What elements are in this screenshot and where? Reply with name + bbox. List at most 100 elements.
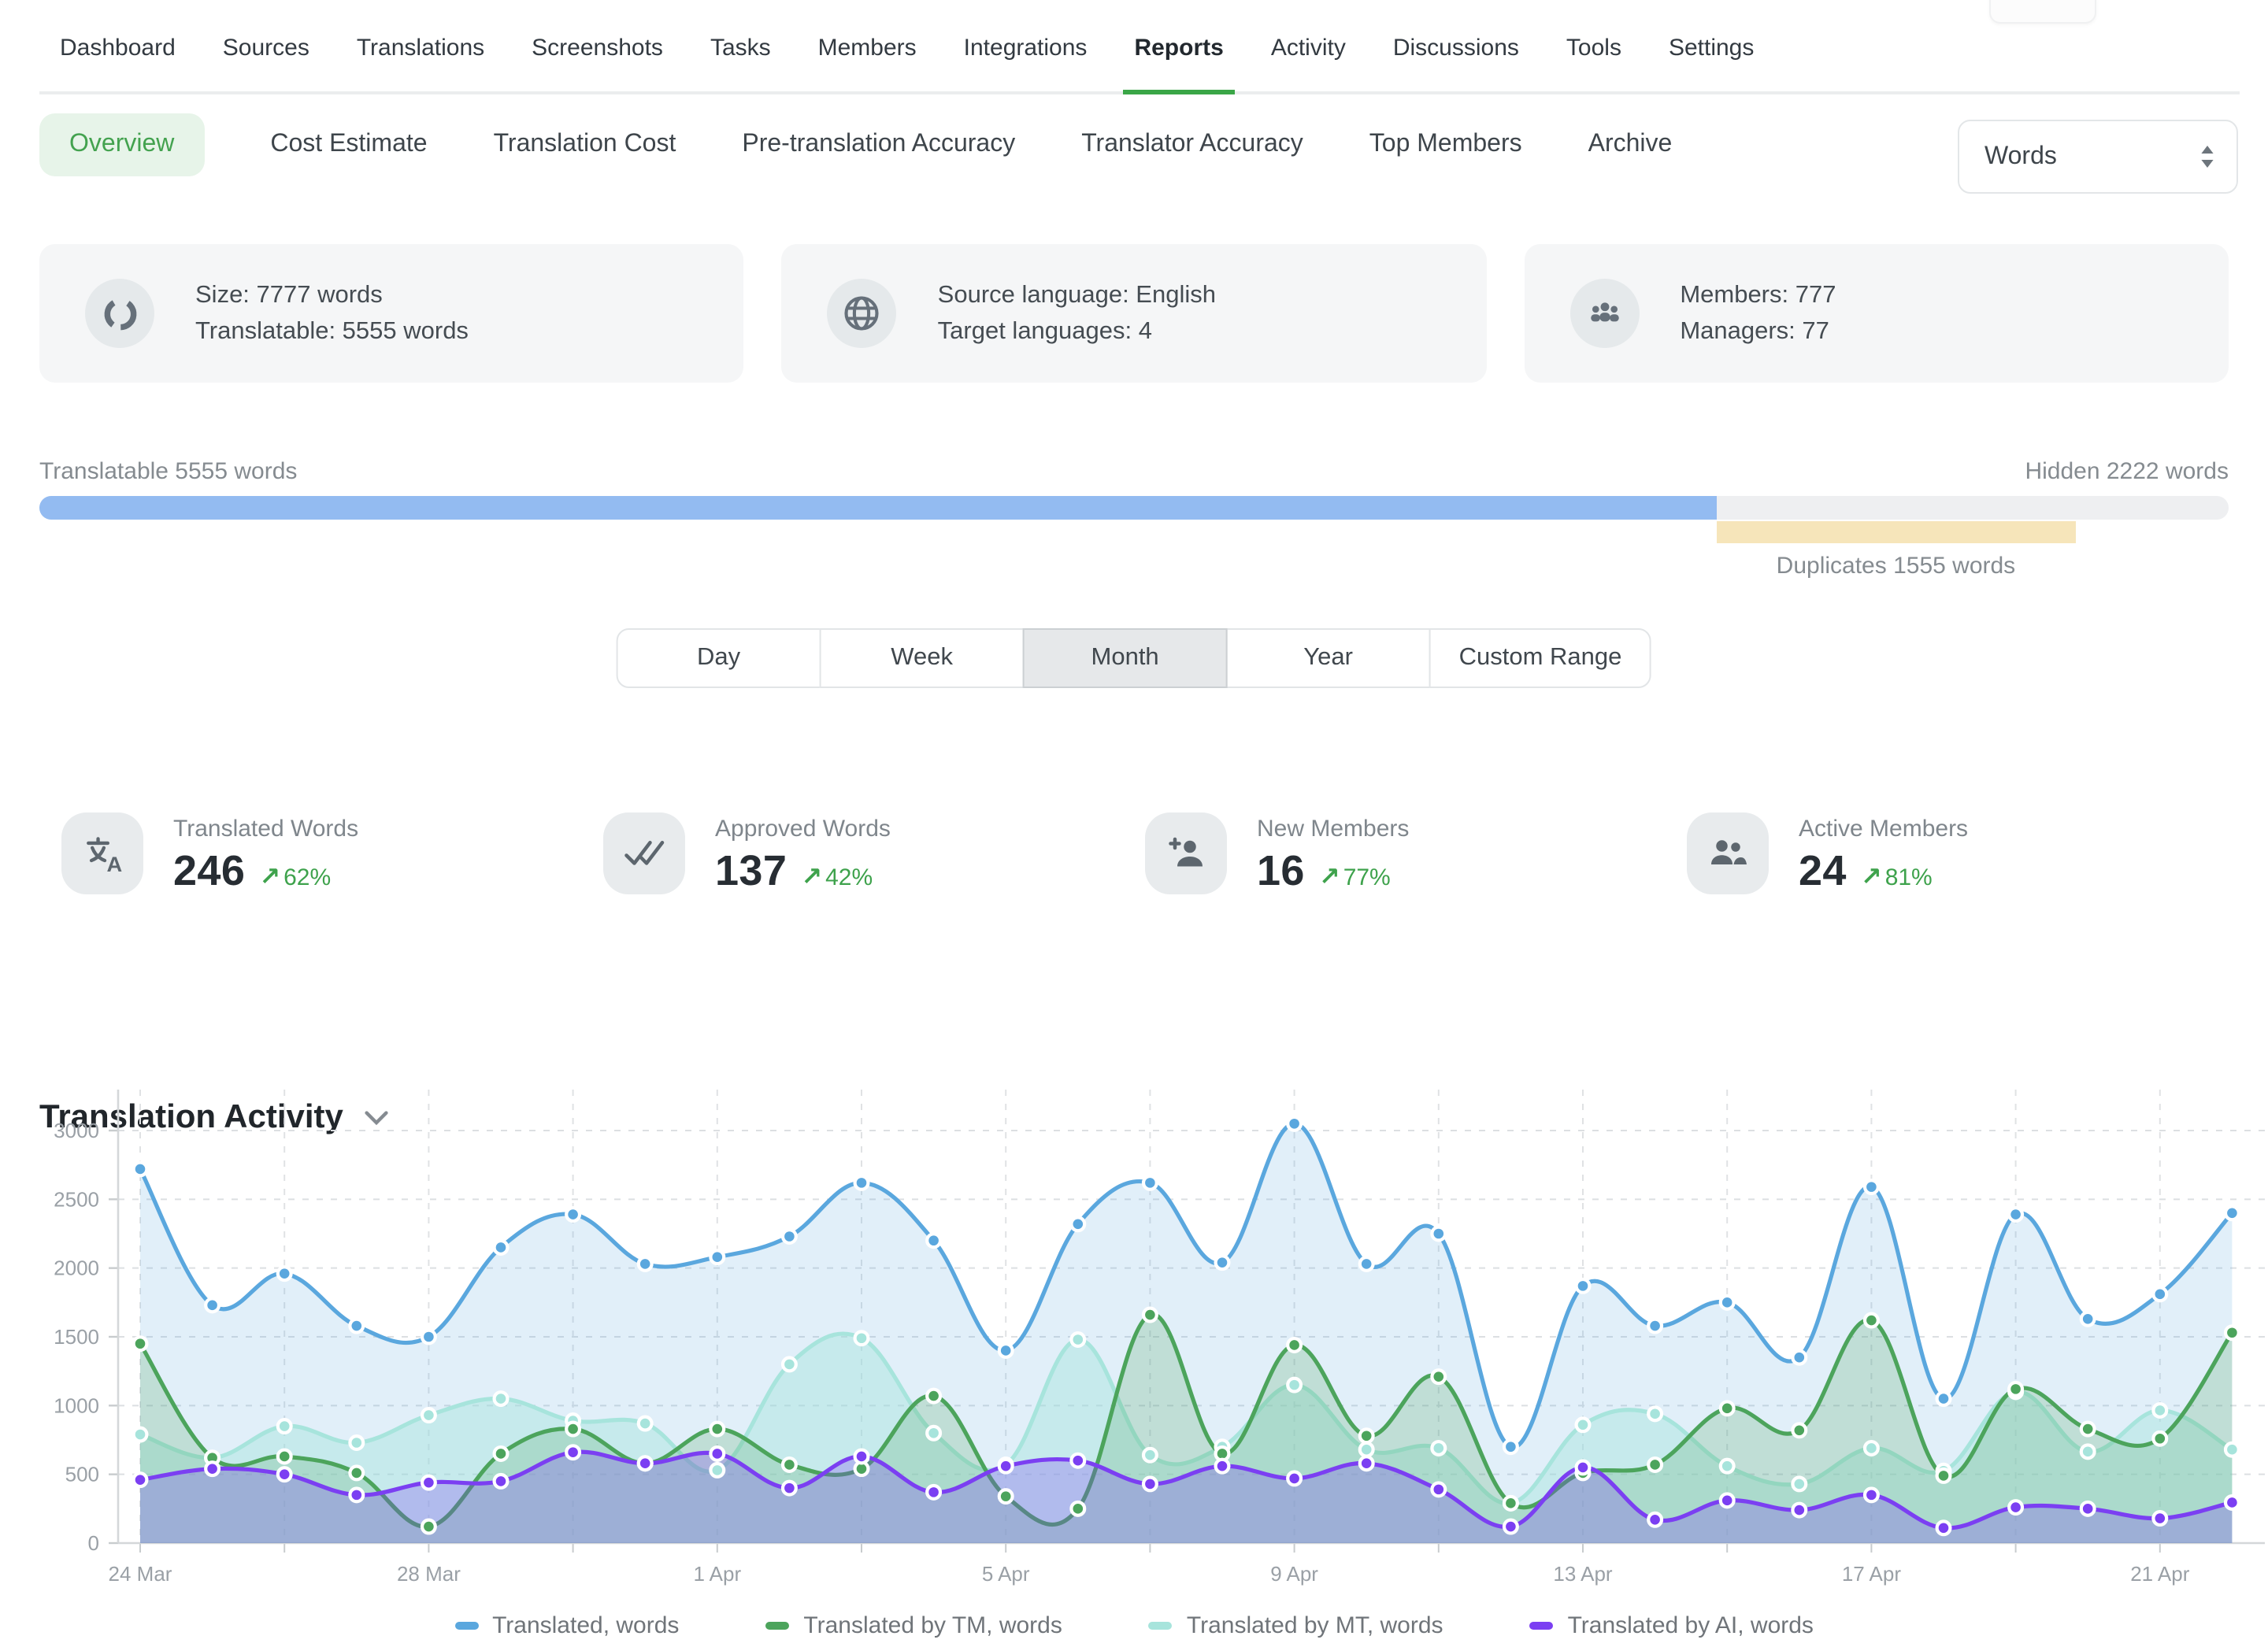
card-size: Size: 7777 words Translatable: 5555 word…: [39, 244, 744, 383]
double-check-icon: [603, 812, 685, 894]
range-day-button[interactable]: Day: [617, 628, 821, 688]
donut-chart-icon: [85, 279, 154, 348]
select-arrows-icon: [2199, 145, 2216, 168]
legend-item-ai[interactable]: Translated by AI, words: [1530, 1612, 1814, 1639]
duplicates-bar: [1716, 521, 2075, 543]
metric-new-members: New Members 16 ↗77%: [1145, 812, 1687, 896]
translate-icon: A: [61, 812, 143, 894]
globe-icon: [828, 279, 897, 348]
svg-text:5 Apr: 5 Apr: [982, 1562, 1030, 1586]
range-month-button[interactable]: Month: [1023, 628, 1228, 688]
nav-item-sources[interactable]: Sources: [221, 0, 311, 94]
tab-translation-cost[interactable]: Translation Cost: [494, 131, 676, 159]
nav-item-members[interactable]: Members: [817, 0, 918, 94]
main-nav: Dashboard Sources Translations Screensho…: [58, 0, 1755, 94]
unit-select[interactable]: Words: [1958, 120, 2238, 194]
svg-text:21 Apr: 21 Apr: [2130, 1562, 2190, 1586]
metric-translated-words: A Translated Words 246 ↗62%: [61, 812, 603, 896]
metric-label: Approved Words: [715, 816, 891, 842]
tab-top-members[interactable]: Top Members: [1369, 131, 1522, 159]
metric-value: 137: [715, 847, 787, 896]
people-icon: [1687, 812, 1769, 894]
trend-up-icon: ↗: [1319, 861, 1340, 891]
translation-activity-chart: 0 500 1000 1500 2000 2500 3000 24 Mar 28 Mar 1 Ap…: [0, 1080, 2268, 1647]
metric-delta: ↗77%: [1319, 861, 1391, 891]
svg-text:1 Apr: 1 Apr: [693, 1562, 741, 1586]
metric-delta: ↗62%: [259, 861, 331, 891]
card-members-line1: Members: 777: [1680, 276, 1836, 313]
nav-item-translations[interactable]: Translations: [355, 0, 486, 94]
members-group-icon: [1569, 279, 1639, 348]
nav-item-reports[interactable]: Reports: [1132, 0, 1225, 94]
reports-overview-page: Dashboard Sources Translations Screensho…: [0, 0, 2268, 1647]
translatable-progress-fill: [39, 496, 1716, 520]
legend-marker: [1530, 1623, 1554, 1630]
svg-text:500: 500: [65, 1463, 99, 1486]
card-languages: Source language: English Target language…: [782, 244, 1487, 383]
duplicates-label: Duplicates 1555 words: [1777, 553, 2016, 579]
tab-pre-translation-accuracy[interactable]: Pre-translation Accuracy: [742, 131, 1015, 159]
metric-label: Translated Words: [173, 816, 358, 842]
nav-item-dashboard[interactable]: Dashboard: [58, 0, 177, 94]
tab-translator-accuracy[interactable]: Translator Accuracy: [1081, 131, 1303, 159]
chart-legend: Translated, words Translated by TM, word…: [0, 1612, 2268, 1639]
card-members-line2: Managers: 77: [1680, 313, 1836, 350]
legend-item-tm[interactable]: Translated by TM, words: [765, 1612, 1062, 1639]
metric-delta: ↗81%: [1861, 861, 1933, 891]
nav-item-integrations[interactable]: Integrations: [962, 0, 1089, 94]
legend-marker: [765, 1623, 789, 1630]
trend-up-icon: ↗: [259, 861, 280, 891]
card-languages-line2: Target languages: 4: [938, 313, 1216, 350]
svg-text:24 Mar: 24 Mar: [109, 1562, 172, 1586]
nav-item-activity[interactable]: Activity: [1269, 0, 1347, 94]
person-add-icon: [1145, 812, 1227, 894]
legend-marker: [454, 1623, 478, 1630]
card-size-line1: Size: 7777 words: [195, 276, 469, 313]
svg-text:28 Mar: 28 Mar: [397, 1562, 461, 1586]
legend-item-translated[interactable]: Translated, words: [454, 1612, 679, 1639]
metric-approved-words: Approved Words 137 ↗42%: [603, 812, 1145, 896]
metric-delta: ↗42%: [801, 861, 873, 891]
date-range-tabs: Day Week Month Year Custom Range: [617, 628, 1652, 688]
svg-text:3000: 3000: [54, 1119, 99, 1142]
trend-up-icon: ↗: [1861, 861, 1882, 891]
translatable-label: Translatable 5555 words: [39, 458, 297, 485]
words-progress-track: [39, 496, 2229, 520]
svg-text:1000: 1000: [54, 1393, 99, 1417]
report-tabs: Overview Cost Estimate Translation Cost …: [39, 94, 1672, 195]
summary-cards: Size: 7777 words Translatable: 5555 word…: [39, 244, 2229, 383]
nav-item-tasks[interactable]: Tasks: [709, 0, 773, 94]
legend-item-mt[interactable]: Translated by MT, words: [1149, 1612, 1443, 1639]
svg-text:0: 0: [88, 1531, 99, 1555]
svg-text:2500: 2500: [54, 1187, 99, 1211]
nav-item-discussions[interactable]: Discussions: [1392, 0, 1521, 94]
svg-text:A: A: [106, 852, 122, 876]
hidden-label: Hidden 2222 words: [2025, 458, 2229, 485]
top-right-overlay: [1989, 0, 2096, 24]
trend-up-icon: ↗: [801, 861, 822, 891]
svg-text:9 Apr: 9 Apr: [1270, 1562, 1318, 1586]
range-year-button[interactable]: Year: [1226, 628, 1431, 688]
legend-marker: [1149, 1623, 1173, 1630]
svg-text:2000: 2000: [54, 1257, 99, 1280]
unit-select-value: Words: [1984, 142, 2057, 171]
svg-text:13 Apr: 13 Apr: [1553, 1562, 1613, 1586]
metric-value: 24: [1799, 847, 1847, 896]
metrics-row: A Translated Words 246 ↗62% Approved Wor…: [61, 812, 2229, 896]
metric-label: New Members: [1257, 816, 1409, 842]
card-languages-line1: Source language: English: [938, 276, 1216, 313]
svg-text:1500: 1500: [54, 1325, 99, 1349]
nav-item-screenshots[interactable]: Screenshots: [530, 0, 665, 94]
nav-item-tools[interactable]: Tools: [1565, 0, 1623, 94]
tab-cost-estimate[interactable]: Cost Estimate: [270, 131, 427, 159]
tab-archive[interactable]: Archive: [1588, 131, 1673, 159]
range-custom-button[interactable]: Custom Range: [1429, 628, 1652, 688]
metric-active-members: Active Members 24 ↗81%: [1687, 812, 2229, 896]
range-week-button[interactable]: Week: [820, 628, 1025, 688]
duplicates-bar-row: [39, 521, 2229, 543]
card-members: Members: 777 Managers: 77: [1524, 244, 2229, 383]
tab-overview[interactable]: Overview: [39, 113, 204, 176]
translation-activity-chart-svg: 0 500 1000 1500 2000 2500 3000 24 Mar 28 Mar 1 Ap…: [0, 1080, 2268, 1647]
metric-label: Active Members: [1799, 816, 1968, 842]
nav-item-settings[interactable]: Settings: [1667, 0, 1755, 94]
